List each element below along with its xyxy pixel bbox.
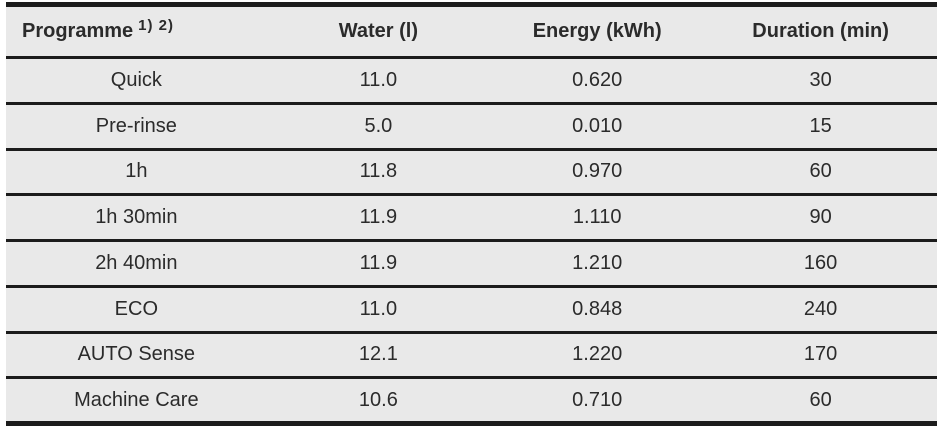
programme-consumption-table: Programme 1) 2) Water (l) Energy (kWh) Du…: [6, 2, 937, 426]
cell-duration: 240: [704, 286, 937, 334]
cell-water: 12.1: [266, 332, 491, 380]
table-row: 1h 30min 11.9 1.110 90: [6, 194, 937, 242]
column-header-programme: Programme 1) 2): [6, 4, 267, 59]
cell-water: 5.0: [266, 103, 491, 151]
cell-duration: 90: [704, 194, 937, 242]
cell-programme: 1h 30min: [6, 194, 267, 242]
column-header-energy: Energy (kWh): [490, 4, 705, 59]
cell-programme: 2h 40min: [6, 240, 267, 288]
cell-programme: Quick: [6, 57, 267, 105]
cell-energy: 1.110: [490, 194, 705, 242]
table-row: Quick 11.0 0.620 30: [6, 57, 937, 105]
cell-energy: 0.620: [490, 57, 705, 105]
table-body: Quick 11.0 0.620 30 Pre-rinse 5.0 0.010 …: [6, 57, 937, 424]
header-row: Programme 1) 2) Water (l) Energy (kWh) Du…: [6, 4, 937, 59]
table-row: 2h 40min 11.9 1.210 160: [6, 240, 937, 288]
footnote-markers: 1) 2): [138, 17, 174, 34]
table-row: Pre-rinse 5.0 0.010 15: [6, 103, 937, 151]
cell-energy: 0.848: [490, 286, 705, 334]
cell-energy: 0.970: [490, 149, 705, 197]
column-header-duration: Duration (min): [704, 4, 937, 59]
cell-water: 11.0: [266, 286, 491, 334]
cell-programme: Machine Care: [74, 388, 199, 411]
cell-water: 11.8: [266, 149, 491, 197]
cell-duration: 30: [704, 57, 937, 105]
cell-water: 11.9: [266, 240, 491, 288]
table-row: 1h 11.8 0.970 60: [6, 149, 937, 197]
cell-programme: AUTO Sense: [6, 332, 267, 380]
cell-duration: 160: [704, 240, 937, 288]
cell-duration: 15: [704, 103, 937, 151]
cell-programme: Pre-rinse: [6, 103, 267, 151]
cell-water: 11.9: [266, 194, 491, 242]
cell-water: 10.6: [358, 388, 398, 411]
cell-energy: 1.210: [490, 240, 705, 288]
cell-programme: ECO: [6, 286, 267, 334]
table-header: Programme 1) 2) Water (l) Energy (kWh) Du…: [6, 4, 937, 59]
cell-water: 11.0: [266, 57, 491, 105]
programme-header-label: Programme: [22, 20, 134, 42]
table-row: ECO 11.0 0.848 240: [6, 286, 937, 334]
table-row: AUTO Sense 12.1 1.220 170: [6, 332, 937, 380]
cell-duration: 60: [704, 149, 937, 197]
cell-energy: 1.220: [490, 332, 705, 380]
cell-programme: 1h: [6, 149, 267, 197]
cell-energy: 0.710: [572, 388, 623, 411]
column-header-water: Water (l): [266, 4, 491, 59]
cell-duration: 170: [704, 332, 937, 380]
cell-energy: 0.010: [490, 103, 705, 151]
cell-duration: 60: [809, 388, 832, 411]
table-row: Machine Care 10.6 0.710 60: [6, 378, 937, 424]
